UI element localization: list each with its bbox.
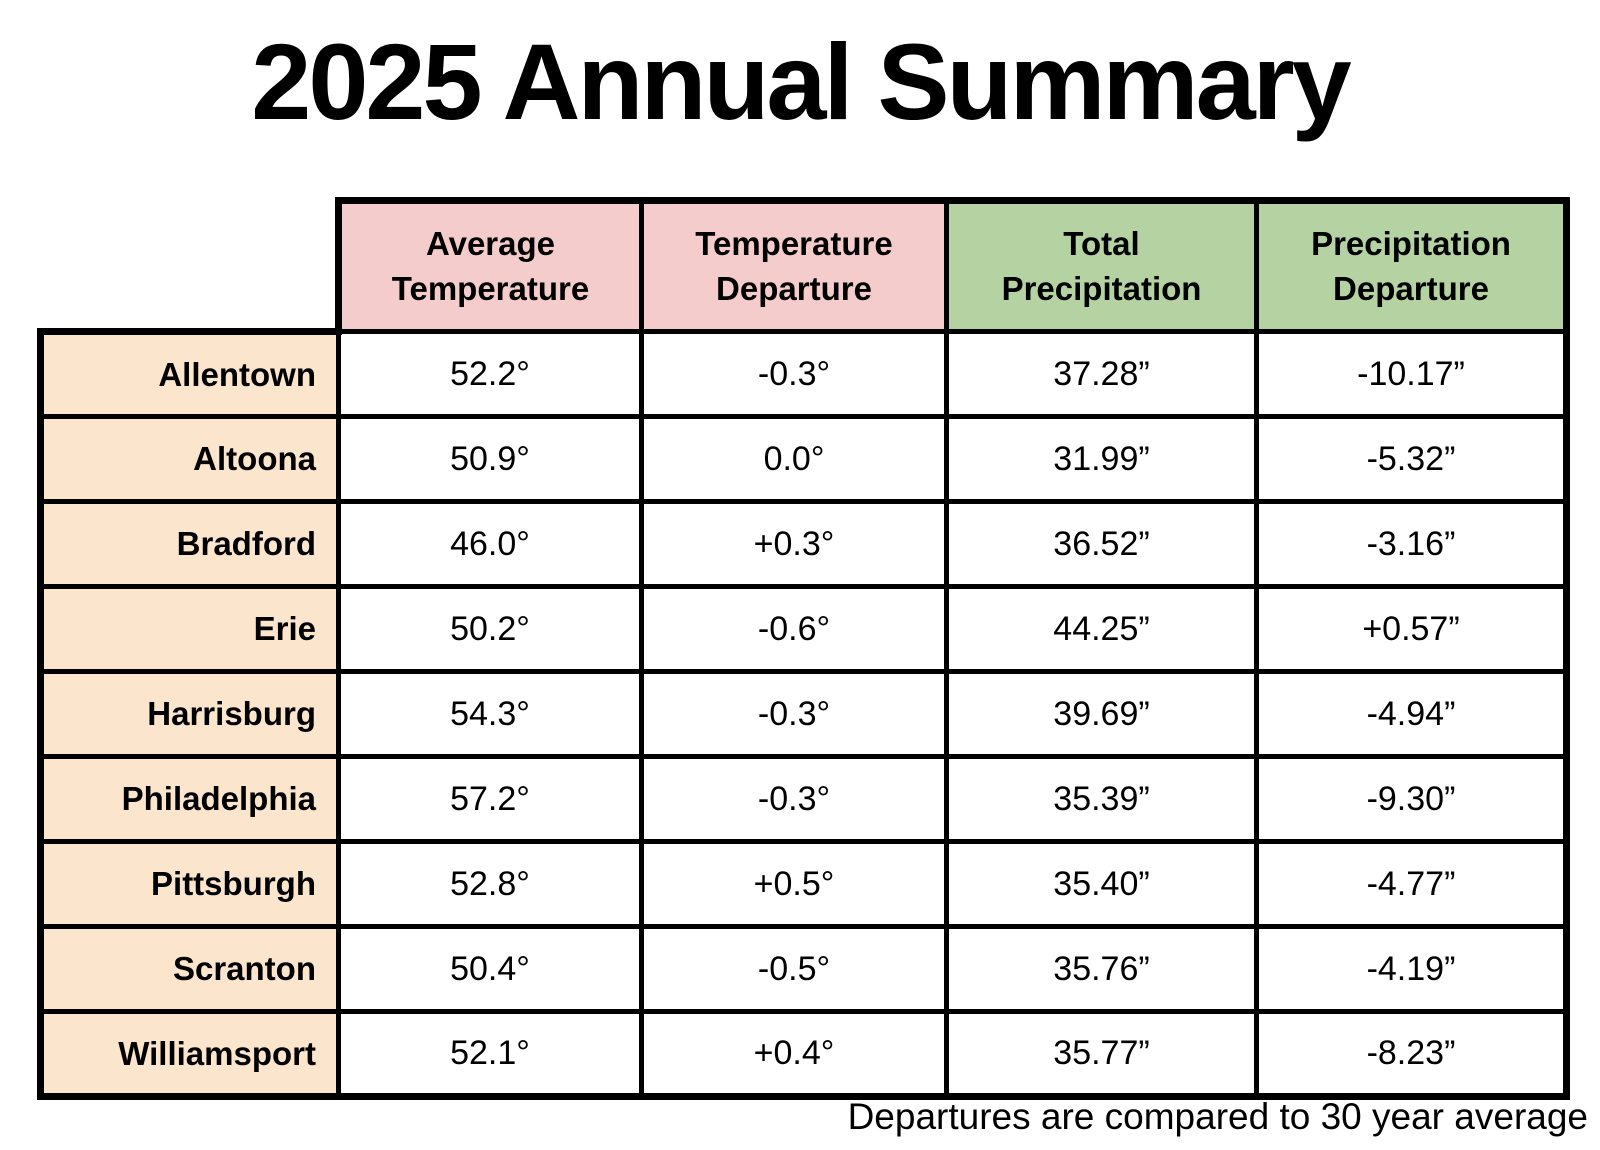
row-header-city: Philadelphia	[37, 754, 341, 844]
table-row: Pittsburgh 52.8° +0.5° 35.40” -4.77”	[37, 839, 1570, 929]
cell-average-temperature: 50.4°	[336, 924, 644, 1014]
cell-precipitation-departure: -5.32”	[1254, 414, 1570, 504]
cell-temperature-departure: +0.3°	[639, 499, 949, 589]
page-title: 2025 Annual Summary	[251, 21, 1351, 142]
cell-total-precipitation: 39.69”	[944, 669, 1259, 759]
footnote: Departures are compared to 30 year avera…	[847, 1096, 1588, 1137]
row-header-city: Allentown	[37, 328, 341, 419]
table-row: Bradford 46.0° +0.3° 36.52” -3.16”	[37, 499, 1570, 589]
table-row: Williamsport 52.1° +0.4° 35.77” -8.23”	[37, 1009, 1570, 1100]
cell-average-temperature: 54.3°	[336, 669, 644, 759]
cell-precipitation-departure: -9.30”	[1254, 754, 1570, 844]
row-header-city: Harrisburg	[37, 669, 341, 759]
cell-temperature-departure: -0.3°	[639, 754, 949, 844]
cell-precipitation-departure: -3.16”	[1254, 499, 1570, 589]
cell-average-temperature: 46.0°	[336, 499, 644, 589]
cell-average-temperature: 52.1°	[336, 1009, 644, 1100]
cell-average-temperature: 57.2°	[336, 754, 644, 844]
table-body: Allentown 52.2° -0.3° 37.28” -10.17” Alt…	[37, 328, 1570, 1100]
cell-total-precipitation: 35.76”	[944, 924, 1259, 1014]
row-header-city: Williamsport	[37, 1009, 341, 1100]
cell-total-precipitation: 36.52”	[944, 499, 1259, 589]
col-header-average-temperature: Average Temperature	[335, 197, 644, 334]
table-row: Harrisburg 54.3° -0.3° 39.69” -4.94”	[37, 669, 1570, 759]
cell-precipitation-departure: -4.77”	[1254, 839, 1570, 929]
row-header-city: Altoona	[37, 414, 341, 504]
table-row: Altoona 50.9° 0.0° 31.99” -5.32”	[37, 414, 1570, 504]
cell-temperature-departure: +0.5°	[639, 839, 949, 929]
col-header-temperature-departure: Temperature Departure	[639, 197, 949, 334]
cell-total-precipitation: 31.99”	[944, 414, 1259, 504]
row-header-city: Scranton	[37, 924, 341, 1014]
cell-average-temperature: 52.2°	[336, 329, 644, 419]
table-row: Allentown 52.2° -0.3° 37.28” -10.17”	[37, 328, 1570, 419]
cell-temperature-departure: +0.4°	[639, 1009, 949, 1100]
cell-precipitation-departure: -4.94”	[1254, 669, 1570, 759]
cell-average-temperature: 50.2°	[336, 584, 644, 674]
cell-total-precipitation: 37.28”	[944, 329, 1259, 419]
table-row: Scranton 50.4° -0.5° 35.76” -4.19”	[37, 924, 1570, 1014]
cell-temperature-departure: -0.5°	[639, 924, 949, 1014]
cell-precipitation-departure: -8.23”	[1254, 1009, 1570, 1100]
row-header-city: Pittsburgh	[37, 839, 341, 929]
header-row: Average Temperature Temperature Departur…	[40, 197, 1570, 334]
cell-temperature-departure: -0.3°	[639, 669, 949, 759]
cell-precipitation-departure: +0.57”	[1254, 584, 1570, 674]
annual-summary-table: Average Temperature Temperature Departur…	[37, 197, 1570, 1100]
cell-precipitation-departure: -10.17”	[1254, 329, 1570, 419]
table-row: Erie 50.2° -0.6° 44.25” +0.57”	[37, 584, 1570, 674]
table-row: Philadelphia 57.2° -0.3° 35.39” -9.30”	[37, 754, 1570, 844]
cell-precipitation-departure: -4.19”	[1254, 924, 1570, 1014]
cell-average-temperature: 52.8°	[336, 839, 644, 929]
col-header-precipitation-departure: Precipitation Departure	[1254, 197, 1570, 334]
corner-spacer	[40, 200, 339, 332]
cell-total-precipitation: 35.77”	[944, 1009, 1259, 1100]
row-header-city: Bradford	[37, 499, 341, 589]
cell-total-precipitation: 35.40”	[944, 839, 1259, 929]
cell-temperature-departure: -0.6°	[639, 584, 949, 674]
cell-total-precipitation: 35.39”	[944, 754, 1259, 844]
row-header-city: Erie	[37, 584, 341, 674]
cell-total-precipitation: 44.25”	[944, 584, 1259, 674]
col-header-total-precipitation: Total Precipitation	[944, 197, 1259, 334]
cell-temperature-departure: -0.3°	[639, 329, 949, 419]
cell-average-temperature: 50.9°	[336, 414, 644, 504]
cell-temperature-departure: 0.0°	[639, 414, 949, 504]
